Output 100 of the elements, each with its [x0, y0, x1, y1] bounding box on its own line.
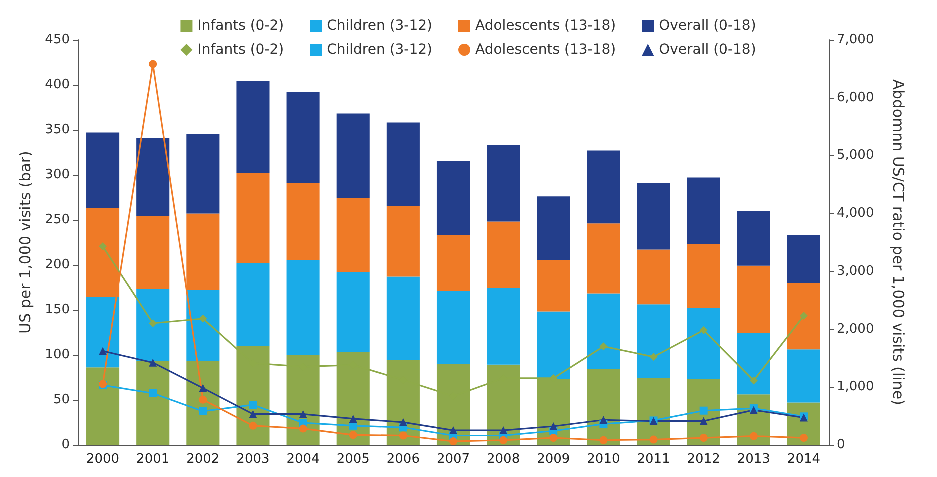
legend-label: Overall (0-18) — [659, 18, 756, 34]
point — [600, 436, 608, 444]
y2-tick-label: 2,000 — [837, 322, 874, 337]
x-tick-label: 2005 — [336, 452, 370, 467]
point — [750, 376, 758, 385]
y2-tick-label: 5,000 — [837, 148, 874, 164]
legend-label: Infants (0-2) — [198, 18, 284, 34]
bar — [587, 224, 620, 294]
point — [700, 434, 708, 442]
point — [149, 358, 158, 367]
y2-tick-label: 0 — [837, 438, 846, 452]
x-tick-label: 2012 — [687, 452, 720, 467]
bar — [687, 244, 720, 308]
bar — [436, 162, 470, 236]
point — [349, 414, 358, 423]
legend-label: Adolescents (13-18) — [476, 18, 616, 34]
point — [149, 320, 158, 328]
point — [550, 434, 558, 442]
y-tick-label: 200 — [45, 258, 70, 272]
x-tick-label: 2010 — [587, 452, 620, 467]
x-tick-label: 2002 — [186, 452, 220, 467]
bar — [687, 308, 720, 380]
bar — [236, 81, 270, 174]
legend-label: Infants (0-2) — [198, 42, 284, 58]
bar — [436, 291, 470, 364]
bar — [336, 114, 370, 198]
bar — [136, 361, 170, 445]
point — [99, 347, 108, 356]
bar — [737, 211, 770, 266]
y-tick-label: 350 — [45, 122, 70, 138]
y-tick-label: 450 — [45, 32, 70, 48]
x-tick-label: 2007 — [436, 452, 470, 467]
point — [349, 431, 358, 440]
bar — [136, 216, 170, 290]
x-tick-label: 2013 — [737, 452, 770, 467]
bar — [286, 183, 320, 260]
bar — [186, 134, 220, 214]
bar — [336, 272, 370, 352]
y2-tick-label: 4,000 — [837, 206, 874, 222]
x-tick-label: 2000 — [86, 452, 120, 467]
x-tick-label: 2014 — [787, 452, 821, 467]
point — [700, 406, 708, 415]
bar — [186, 290, 220, 362]
bar — [436, 235, 470, 292]
bar — [787, 350, 820, 403]
y2-axis-title: Abdomnn US/CT ratio per 1,000 visits (line) — [890, 80, 908, 406]
point — [800, 434, 808, 442]
bar — [637, 304, 670, 378]
bar — [86, 132, 120, 208]
bar — [637, 250, 670, 305]
point — [399, 432, 408, 440]
point — [500, 436, 508, 444]
point — [600, 416, 608, 424]
x-tick-label: 2003 — [236, 452, 270, 467]
point — [199, 407, 208, 416]
point — [750, 432, 758, 440]
point — [199, 384, 208, 392]
bar — [637, 183, 670, 250]
y-tick-label: 150 — [45, 302, 70, 318]
point — [99, 242, 108, 251]
bar — [487, 222, 520, 288]
point — [249, 410, 258, 418]
bar — [236, 263, 270, 346]
point — [149, 390, 158, 398]
y-tick-label: 300 — [45, 168, 70, 182]
point — [500, 426, 508, 435]
point — [600, 342, 608, 351]
bar — [86, 297, 120, 368]
bar — [587, 294, 620, 370]
y2-tick-label: 3,000 — [837, 264, 874, 279]
x-tick-label: 2009 — [537, 452, 570, 467]
y-tick-label: 100 — [45, 348, 70, 362]
y2-tick-label: 6,000 — [837, 90, 874, 106]
bar — [236, 173, 270, 264]
point — [249, 401, 258, 410]
y-tick-label: 400 — [45, 78, 70, 92]
y2-tick-label: 1,000 — [837, 380, 874, 395]
legend-label: Children (3-12) — [327, 42, 433, 58]
bar — [537, 196, 570, 260]
y-tick-label: 250 — [45, 212, 70, 228]
point — [299, 410, 308, 418]
bar — [687, 178, 720, 244]
bar — [587, 369, 620, 445]
y2-tick-label: 7,000 — [837, 32, 874, 48]
point — [650, 436, 658, 444]
point — [199, 314, 208, 323]
bar — [587, 150, 620, 224]
bar — [487, 288, 520, 365]
point — [650, 353, 658, 362]
y-tick-label: 50 — [53, 392, 70, 408]
point — [450, 438, 458, 446]
x-tick-label: 2004 — [286, 452, 320, 467]
x-tick-label: 2011 — [637, 452, 670, 467]
legend-label: Adolescents (13-18) — [476, 42, 616, 58]
point — [550, 422, 558, 430]
point — [149, 60, 158, 68]
bar — [386, 276, 420, 360]
legend-label: Children (3-12) — [327, 18, 433, 34]
bar — [136, 138, 170, 216]
bar — [737, 266, 770, 334]
